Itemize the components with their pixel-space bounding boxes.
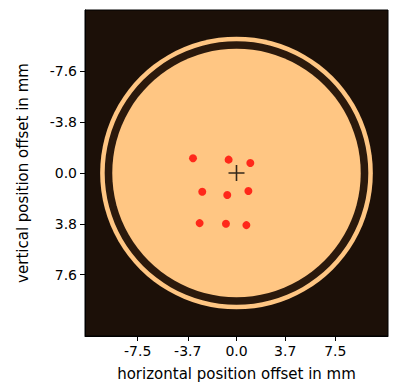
svg-text:0.0: 0.0	[55, 165, 77, 181]
svg-text:0.0: 0.0	[225, 343, 247, 359]
svg-text:7.5: 7.5	[324, 343, 346, 359]
svg-text:3.7: 3.7	[274, 343, 296, 359]
svg-text:-7.6: -7.6	[50, 63, 77, 79]
svg-text:horizontal position offset in: horizontal position offset in mm	[117, 365, 356, 383]
svg-text:-3.8: -3.8	[50, 114, 77, 130]
svg-text:-3.7: -3.7	[174, 343, 201, 359]
svg-text:3.8: 3.8	[55, 216, 77, 232]
svg-text:vertical position offset in mm: vertical position offset in mm	[14, 63, 32, 283]
svg-text:-7.5: -7.5	[124, 343, 151, 359]
svg-text:7.6: 7.6	[55, 267, 77, 283]
